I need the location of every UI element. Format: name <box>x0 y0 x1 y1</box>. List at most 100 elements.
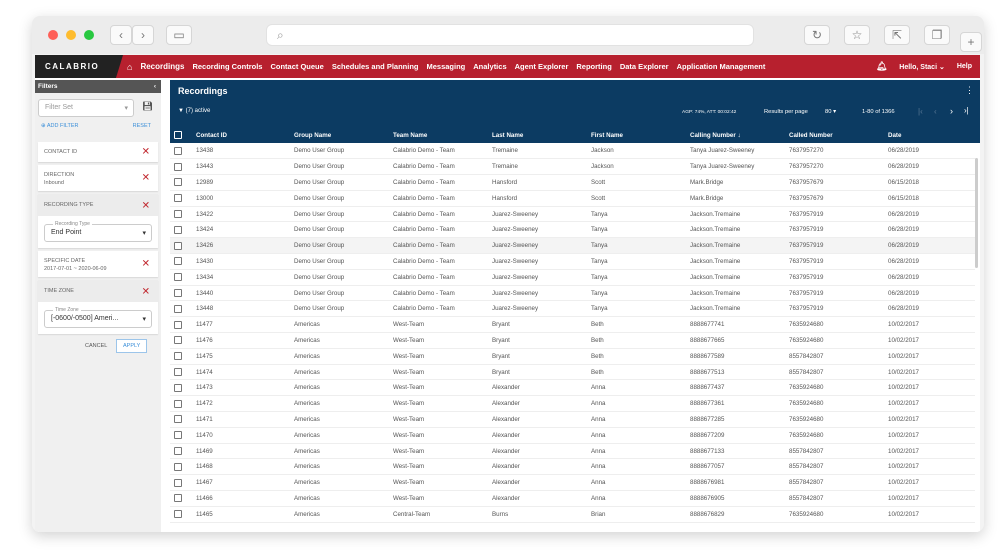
tabs-icon[interactable]: ❐ <box>924 25 950 45</box>
row-checkbox[interactable] <box>174 289 182 298</box>
table-row[interactable]: 13426 Demo User Group Calabrio Demo - Team… <box>170 237 975 255</box>
row-checkbox[interactable] <box>174 194 182 203</box>
back-button[interactable]: ‹ <box>110 25 132 45</box>
next-page-icon[interactable]: › <box>950 106 953 116</box>
column-header[interactable]: Group Name <box>290 127 389 143</box>
results-per-page-select[interactable]: 80 ▾ <box>825 109 836 115</box>
table-row[interactable]: 12989 Demo User Group Calabrio Demo - Team… <box>170 174 975 191</box>
share-icon[interactable]: ⇱ <box>884 25 910 45</box>
table-row[interactable]: 11476 Americas West-Team Bryant Beth 88886776… <box>170 332 975 349</box>
row-checkbox[interactable] <box>174 510 182 519</box>
table-row[interactable]: 11468 Americas West-Team Alexander Anna 88886… <box>170 458 975 476</box>
table-row[interactable]: 13448 Demo User Group Calabrio Demo - Team… <box>170 300 975 318</box>
column-header[interactable]: Called Number <box>785 127 884 143</box>
forward-button[interactable]: › <box>132 25 154 45</box>
active-filters-button[interactable]: ▼ (7) active <box>178 108 211 114</box>
home-icon[interactable]: ⌂ <box>127 61 133 72</box>
row-checkbox[interactable] <box>174 320 182 329</box>
row-checkbox[interactable] <box>174 462 182 471</box>
row-checkbox[interactable] <box>174 210 182 219</box>
select-all-checkbox[interactable] <box>174 131 182 139</box>
row-checkbox[interactable] <box>174 146 182 155</box>
cancel-button[interactable]: CANCEL <box>85 343 108 349</box>
row-checkbox[interactable] <box>174 383 182 392</box>
nav-reporting[interactable]: Reporting <box>576 62 612 71</box>
row-checkbox[interactable] <box>174 368 182 377</box>
sidebar-toggle-icon[interactable]: ▭ <box>166 25 192 45</box>
more-icon[interactable]: ⋮ <box>965 85 974 95</box>
user-menu[interactable]: Hello, Staci ⌄ <box>899 63 945 71</box>
table-row[interactable]: 13422 Demo User Group Calabrio Demo - Team… <box>170 206 975 223</box>
collapse-icon[interactable]: ‹ <box>153 83 156 90</box>
save-icon[interactable]: 💾︎ <box>142 101 154 111</box>
table-row[interactable]: 11466 Americas West-Team Alexander Anna 88886… <box>170 490 975 507</box>
row-checkbox[interactable] <box>174 399 182 408</box>
prev-page-icon[interactable]: ‹ <box>934 107 937 116</box>
remove-filter-icon[interactable]: ✕ <box>141 286 150 298</box>
table-row[interactable]: 13434 Demo User Group Calabrio Demo - Team… <box>170 269 975 286</box>
nav-agent-explorer[interactable]: Agent Explorer <box>514 62 569 71</box>
remove-filter-icon[interactable]: ✕ <box>141 172 150 184</box>
help-link[interactable]: Help <box>956 63 972 70</box>
first-page-icon[interactable]: |‹ <box>918 107 923 116</box>
row-checkbox[interactable] <box>174 257 182 266</box>
star-icon[interactable]: ☆ <box>844 25 870 45</box>
table-row[interactable]: 11475 Americas West-Team Bryant Beth 88886775… <box>170 348 975 365</box>
row-checkbox[interactable] <box>174 273 182 282</box>
remove-filter-icon[interactable]: ✕ <box>141 200 150 212</box>
column-header[interactable]: Last Name <box>488 127 587 143</box>
nav-data-explorer[interactable]: Data Explorer <box>619 62 669 71</box>
close-window-button[interactable] <box>48 30 58 40</box>
add-filter-button[interactable]: ⊕ ADD FILTER <box>41 123 79 129</box>
nav-schedules-and-planning[interactable]: Schedules and Planning <box>331 62 419 71</box>
minimize-window-button[interactable] <box>66 30 76 40</box>
row-checkbox[interactable] <box>174 447 182 456</box>
table-row[interactable]: 11473 Americas West-Team Alexander Anna 88886… <box>170 379 975 397</box>
table-row[interactable]: 13000 Demo User Group Calabrio Demo - Team… <box>170 190 975 207</box>
table-row[interactable]: 13438 Demo User Group Calabrio Demo - Team… <box>170 143 975 160</box>
filter-set-select[interactable]: Filter Set ▾ <box>38 99 134 117</box>
last-page-icon[interactable]: ›| <box>964 106 969 115</box>
new-tab-button[interactable]: + <box>960 32 982 52</box>
table-row[interactable]: 13440 Demo User Group Calabrio Demo - Team… <box>170 285 975 302</box>
nav-contact-queue[interactable]: Contact Queue <box>270 62 324 71</box>
remove-filter-icon[interactable]: ✕ <box>141 146 150 158</box>
vertical-scrollbar[interactable] <box>975 158 978 268</box>
table-row[interactable]: 13430 Demo User Group Calabrio Demo - Team… <box>170 253 975 270</box>
column-header[interactable]: Calling Number ↓ <box>686 127 785 143</box>
table-row[interactable]: 11470 Americas West-Team Alexander Anna 88886… <box>170 427 975 444</box>
table-row[interactable]: 11474 Americas West-Team Bryant Beth 88886775… <box>170 364 975 381</box>
remove-filter-icon[interactable]: ✕ <box>141 258 150 270</box>
table-row[interactable]: 11465 Americas Central-Team Burns Brian 88886… <box>170 506 975 523</box>
nav-application-management[interactable]: Application Management <box>676 62 766 71</box>
row-checkbox[interactable] <box>174 352 182 361</box>
row-checkbox[interactable] <box>174 415 182 424</box>
column-header[interactable]: Contact ID <box>192 127 290 143</box>
table-row[interactable]: 13443 Demo User Group Calabrio Demo - Team… <box>170 158 975 176</box>
address-bar[interactable]: ⌕ <box>266 24 754 46</box>
filter-card-select[interactable]: Recording Type End Point ▾ <box>44 221 152 242</box>
table-row[interactable]: 13424 Demo User Group Calabrio Demo - Team… <box>170 221 975 239</box>
row-checkbox[interactable] <box>174 178 182 187</box>
nav-recordings[interactable]: Recordings <box>140 62 185 71</box>
table-row[interactable]: 11469 Americas West-Team Alexander Anna 88886… <box>170 443 975 460</box>
table-row[interactable]: 11471 Americas West-Team Alexander Anna 88886… <box>170 411 975 428</box>
maximize-window-button[interactable] <box>84 30 94 40</box>
column-header[interactable]: Team Name <box>389 127 488 143</box>
row-checkbox[interactable] <box>174 225 182 234</box>
row-checkbox[interactable] <box>174 431 182 440</box>
row-checkbox[interactable] <box>174 478 182 487</box>
reload-icon[interactable]: ↻ <box>804 25 830 45</box>
row-checkbox[interactable] <box>174 494 182 503</box>
row-checkbox[interactable] <box>174 241 182 250</box>
reset-button[interactable]: RESET <box>132 123 151 129</box>
table-row[interactable]: 11472 Americas West-Team Alexander Anna 88886… <box>170 395 975 413</box>
row-checkbox[interactable] <box>174 304 182 313</box>
column-header[interactable]: Date <box>884 127 975 143</box>
row-checkbox[interactable] <box>174 162 182 171</box>
filter-card-select[interactable]: Time Zone [-0600/-0500] Ameri... ▾ <box>44 307 152 328</box>
nav-analytics[interactable]: Analytics <box>473 62 507 71</box>
nav-recording-controls[interactable]: Recording Controls <box>192 62 263 71</box>
row-checkbox[interactable] <box>174 336 182 345</box>
table-row[interactable]: 11467 Americas West-Team Alexander Anna 88886… <box>170 474 975 492</box>
